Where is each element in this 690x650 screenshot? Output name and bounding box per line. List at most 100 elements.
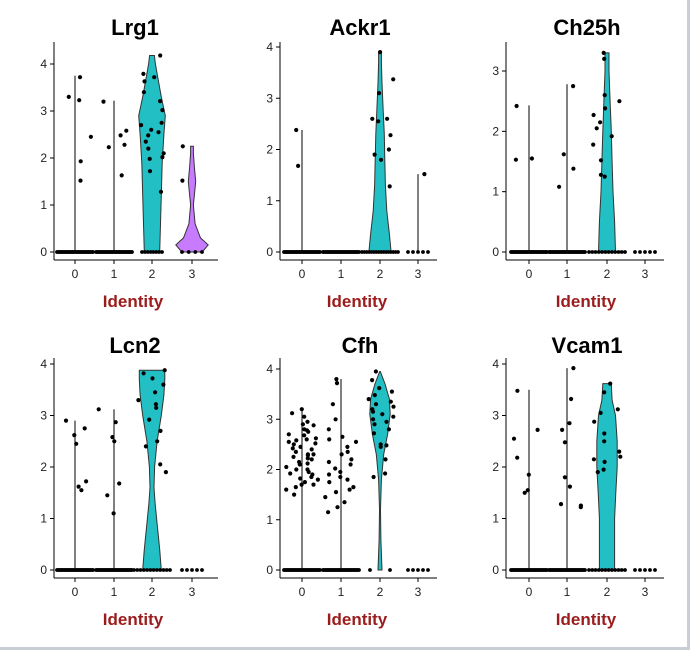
data-point [296, 163, 301, 168]
data-point [105, 493, 110, 498]
data-point [110, 435, 115, 440]
data-point-zero [593, 250, 598, 254]
data-point [153, 402, 158, 407]
data-point [291, 442, 296, 447]
x-tick-label: 2 [377, 585, 384, 599]
data-point-zero [190, 568, 194, 572]
data-point [327, 437, 332, 442]
data-point-zero [596, 568, 601, 572]
data-point [77, 98, 82, 103]
data-point-zero [613, 568, 618, 572]
data-point-zero [164, 568, 169, 572]
data-point-zero [421, 568, 425, 572]
data-point [366, 397, 371, 402]
data-point-zero [318, 250, 322, 254]
data-point [146, 146, 151, 151]
data-point [372, 422, 377, 427]
data-point [372, 152, 377, 157]
data-point-zero [145, 250, 150, 254]
data-point-zero [426, 250, 430, 254]
x-axis-label: Identity [327, 292, 388, 311]
data-point [299, 407, 304, 412]
data-point [309, 447, 314, 452]
data-point [300, 422, 305, 427]
violin-panel-ch25h: Ch25h 0 1 2 3 0 1 2 3 Identity [492, 15, 664, 311]
data-point [615, 407, 620, 412]
data-point [150, 376, 155, 381]
data-point [351, 485, 356, 490]
data-point [371, 431, 377, 436]
data-point-zero [151, 250, 156, 254]
data-point [309, 457, 314, 462]
y-tick-label: 2 [266, 463, 273, 477]
data-point-zero [148, 568, 153, 572]
data-point-zero [421, 250, 425, 254]
y-tick-label: 3 [40, 409, 47, 423]
data-point [598, 172, 604, 177]
data-point [72, 433, 77, 438]
data-point [286, 432, 291, 437]
violin-shape-3 [175, 145, 209, 253]
data-point-zero [623, 250, 627, 254]
violin-shape-2 [138, 55, 166, 253]
data-point [391, 77, 396, 82]
data-point-zero [357, 568, 361, 572]
data-point-zero [623, 568, 627, 572]
data-point [591, 457, 597, 462]
data-point [377, 386, 382, 391]
data-point [372, 393, 377, 398]
panel-title: Ch25h [553, 15, 620, 40]
x-tick-label: 3 [415, 267, 422, 281]
data-point [515, 455, 520, 460]
data-point [298, 444, 303, 449]
y-tick-label: 0 [266, 563, 273, 577]
data-point-zero [648, 250, 652, 254]
violin-shape-2 [138, 369, 166, 571]
data-point [598, 120, 603, 125]
data-point [147, 169, 153, 174]
data-point-zero [140, 250, 144, 254]
data-point [139, 123, 144, 128]
violin-panel-ackr1: Ackr1 0 1 2 3 4 0 1 2 3 Identity [266, 15, 437, 311]
data-point [315, 477, 320, 482]
data-point-zero [160, 250, 164, 254]
data-point [160, 155, 165, 160]
y-tick-label: 3 [266, 91, 273, 105]
data-point-zero [643, 250, 647, 254]
data-point-zero [148, 250, 153, 254]
data-point [76, 484, 81, 489]
data-point-zero [186, 250, 191, 254]
data-point [378, 50, 383, 55]
data-point [529, 156, 535, 161]
data-point [389, 389, 394, 394]
data-point [327, 480, 332, 485]
data-point [293, 485, 298, 490]
y-tick-label: 4 [492, 357, 499, 371]
data-point [618, 454, 623, 459]
data-point [371, 474, 376, 480]
panel-title: Cfh [342, 333, 379, 358]
y-tick-label: 3 [492, 409, 499, 423]
data-point-zero [200, 250, 204, 254]
data-point [158, 53, 163, 58]
data-point [305, 453, 310, 458]
data-point [158, 462, 163, 467]
data-point [180, 178, 185, 183]
data-point [302, 414, 307, 419]
data-point [340, 434, 345, 439]
data-point-zero [583, 568, 587, 572]
data-point [66, 94, 71, 99]
data-point [591, 112, 596, 118]
data-point [338, 469, 343, 475]
data-point-zero [648, 568, 652, 572]
data-point [386, 427, 391, 432]
data-point-zero [143, 250, 147, 254]
y-tick-label: 3 [266, 412, 273, 426]
data-point [302, 433, 307, 438]
data-point [74, 441, 79, 446]
data-point [78, 178, 83, 183]
data-point [292, 492, 297, 497]
data-point-zero [416, 250, 420, 254]
y-tick-label: 1 [266, 194, 273, 208]
data-point [309, 474, 314, 480]
